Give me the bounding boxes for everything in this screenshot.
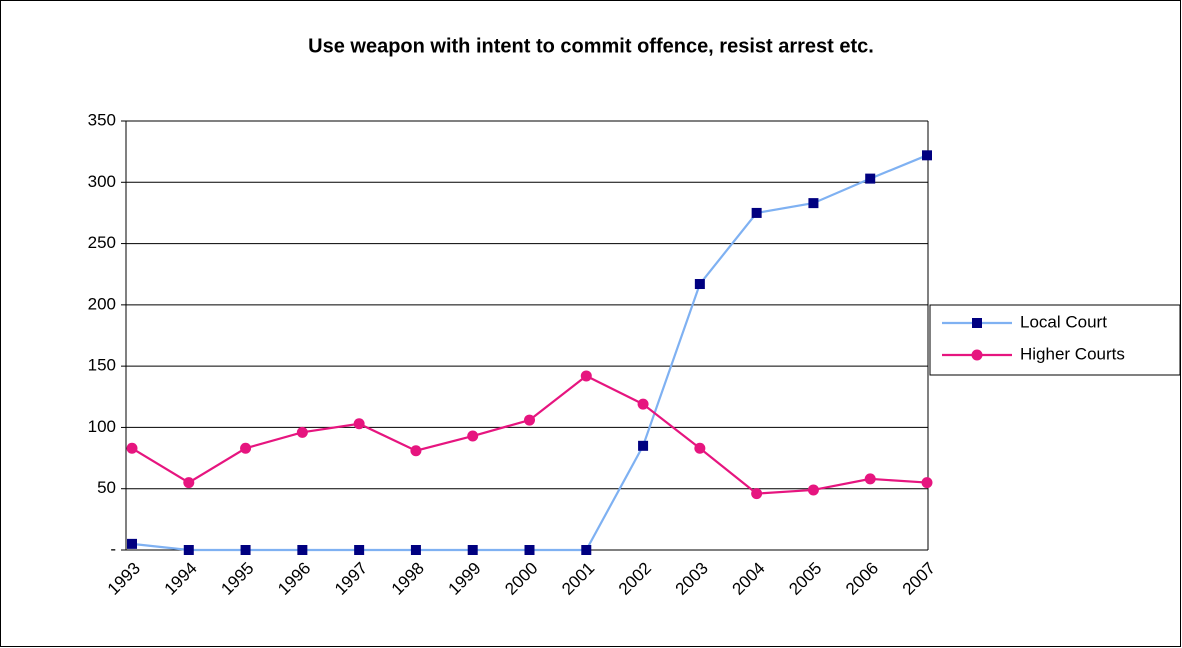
point [410, 445, 422, 457]
point [354, 545, 365, 555]
point [410, 545, 421, 555]
point [807, 484, 819, 496]
point [296, 426, 308, 438]
point [637, 398, 649, 410]
point [183, 545, 194, 555]
point [751, 488, 763, 500]
point [808, 198, 819, 209]
point [240, 545, 251, 555]
point [353, 418, 365, 430]
point [921, 477, 933, 489]
legend-marker [972, 318, 982, 328]
point [467, 430, 479, 442]
y-tick-label: 100 [88, 417, 116, 436]
point [467, 545, 478, 555]
point [240, 442, 252, 454]
point [864, 473, 876, 485]
y-tick-label: 50 [97, 478, 116, 497]
legend-box [929, 304, 1181, 376]
y-tick-label: 150 [88, 356, 116, 375]
point [297, 545, 308, 555]
legend-label: Local Court [1020, 312, 1107, 331]
point [524, 545, 535, 555]
legend-marker [971, 349, 983, 361]
y-tick-label: 300 [88, 172, 116, 191]
y-tick-label: 200 [88, 294, 116, 313]
point [580, 370, 592, 382]
point [183, 477, 195, 489]
y-tick-label: 350 [88, 110, 116, 129]
point [638, 440, 649, 451]
legend: Local Court Higher Courts [929, 304, 1181, 376]
point [126, 442, 138, 454]
y-tick-label: - [110, 539, 116, 558]
point [581, 545, 592, 555]
point [865, 173, 876, 184]
point [694, 279, 705, 290]
point [751, 207, 762, 218]
point [127, 538, 137, 549]
point [694, 442, 706, 454]
chart-title: Use weapon with intent to commit offence… [308, 35, 874, 57]
point [524, 414, 535, 426]
legend-label: Higher Courts [1020, 344, 1125, 363]
y-tick-label: 250 [88, 233, 116, 252]
point [922, 150, 932, 161]
